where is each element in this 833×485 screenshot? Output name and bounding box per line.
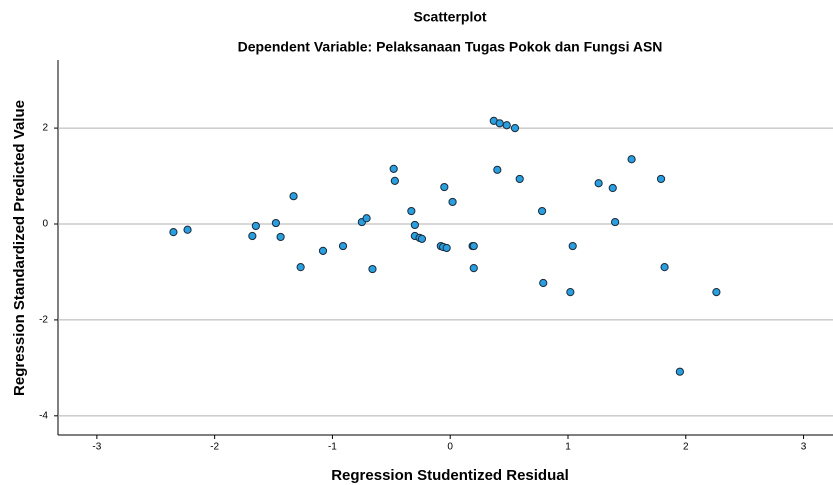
point	[362, 214, 371, 223]
point	[390, 176, 399, 185]
point	[469, 241, 478, 251]
point	[611, 217, 620, 227]
point	[271, 218, 280, 228]
y-tick-label: -2	[39, 315, 48, 326]
point	[248, 231, 257, 241]
point	[656, 174, 666, 184]
point	[183, 225, 192, 234]
y-tick-label: -4	[39, 410, 48, 421]
point	[389, 164, 398, 173]
point	[566, 287, 575, 297]
point	[289, 192, 298, 201]
point	[440, 182, 449, 192]
chart-title: Scatterplot	[413, 9, 486, 25]
point	[338, 241, 348, 251]
point	[448, 197, 457, 207]
point	[251, 221, 260, 231]
point	[493, 165, 502, 174]
point	[296, 263, 305, 272]
x-tick-label: -2	[210, 442, 219, 453]
point	[407, 206, 416, 216]
point	[169, 228, 178, 237]
x-tick-label: 2	[683, 442, 689, 453]
point	[410, 220, 419, 230]
point	[442, 243, 451, 253]
point	[537, 206, 547, 216]
point	[675, 367, 684, 376]
x-axis-title: Regression Studentized Residual	[331, 467, 569, 484]
point	[594, 179, 603, 188]
chart-subtitle: Dependent Variable: Pelaksanaan Tugas Po…	[238, 39, 663, 55]
point	[276, 232, 285, 242]
point	[627, 155, 636, 164]
point	[368, 264, 377, 274]
point	[515, 174, 524, 184]
x-tick-label: 3	[801, 442, 807, 453]
point	[510, 123, 520, 133]
point	[660, 263, 669, 272]
y-axis-title: Regression Standardized Predicted Value	[11, 100, 28, 396]
point	[495, 119, 504, 128]
x-tick-label: -3	[92, 442, 101, 453]
y-tick-label: 2	[42, 123, 48, 134]
x-tick-label: 1	[565, 442, 571, 453]
x-tick-label: 0	[447, 442, 453, 453]
point	[712, 287, 721, 297]
point	[608, 183, 617, 193]
point	[469, 264, 478, 273]
point	[318, 246, 328, 255]
point	[502, 121, 511, 130]
point	[539, 278, 548, 288]
y-tick-label: 0	[42, 219, 48, 230]
x-tick-label: -1	[328, 442, 337, 453]
point	[417, 234, 427, 243]
point	[568, 241, 577, 251]
